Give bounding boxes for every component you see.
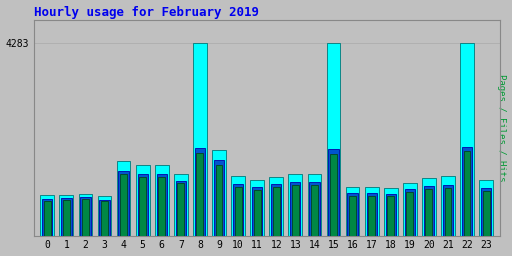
- Bar: [139, 177, 146, 236]
- Bar: [479, 180, 493, 236]
- Bar: [98, 196, 112, 236]
- Bar: [348, 193, 358, 236]
- Text: Hourly usage for February 2019: Hourly usage for February 2019: [34, 6, 259, 18]
- Bar: [365, 187, 378, 236]
- Bar: [99, 200, 110, 236]
- Bar: [441, 176, 455, 236]
- Bar: [155, 165, 168, 236]
- Bar: [195, 148, 205, 236]
- Bar: [193, 43, 207, 236]
- Bar: [368, 196, 375, 236]
- Bar: [288, 174, 302, 236]
- Bar: [212, 150, 226, 236]
- Bar: [101, 201, 108, 236]
- Bar: [481, 188, 492, 236]
- Bar: [82, 199, 89, 236]
- Bar: [197, 153, 203, 236]
- Bar: [271, 184, 282, 236]
- Bar: [311, 185, 318, 236]
- Bar: [290, 182, 301, 236]
- Bar: [422, 178, 436, 236]
- Bar: [117, 161, 131, 236]
- Bar: [462, 147, 472, 236]
- Bar: [384, 188, 398, 236]
- Bar: [443, 185, 453, 236]
- Bar: [252, 187, 262, 236]
- Bar: [63, 200, 70, 236]
- Bar: [292, 185, 299, 236]
- Bar: [404, 189, 415, 236]
- Bar: [138, 174, 148, 236]
- Bar: [157, 174, 167, 236]
- Bar: [367, 193, 377, 236]
- Bar: [308, 174, 322, 236]
- Bar: [231, 176, 245, 236]
- Bar: [250, 180, 264, 236]
- Bar: [327, 43, 340, 236]
- Bar: [346, 187, 359, 236]
- Bar: [174, 174, 188, 236]
- Bar: [176, 181, 186, 236]
- Bar: [330, 154, 337, 236]
- Bar: [407, 192, 413, 236]
- Bar: [403, 183, 417, 236]
- Bar: [61, 198, 72, 236]
- Bar: [44, 200, 51, 236]
- Bar: [118, 171, 129, 236]
- Bar: [214, 161, 224, 236]
- Bar: [349, 196, 356, 236]
- Bar: [80, 197, 91, 236]
- Bar: [386, 194, 396, 236]
- Bar: [464, 152, 471, 236]
- Bar: [136, 165, 150, 236]
- Bar: [460, 43, 474, 236]
- Bar: [78, 194, 92, 236]
- Bar: [425, 189, 432, 236]
- Bar: [273, 187, 280, 236]
- Bar: [254, 190, 261, 236]
- Bar: [424, 186, 434, 236]
- Bar: [120, 174, 127, 236]
- Bar: [40, 195, 54, 236]
- Bar: [387, 196, 394, 236]
- Bar: [233, 184, 243, 236]
- Bar: [328, 149, 338, 236]
- Bar: [59, 195, 73, 236]
- Bar: [177, 183, 184, 236]
- Y-axis label: Pages / Files / Hits: Pages / Files / Hits: [498, 74, 506, 182]
- Bar: [309, 182, 319, 236]
- Bar: [269, 177, 283, 236]
- Bar: [216, 165, 222, 236]
- Bar: [158, 177, 165, 236]
- Bar: [483, 191, 489, 236]
- Bar: [42, 199, 52, 236]
- Bar: [234, 187, 242, 236]
- Bar: [444, 188, 452, 236]
